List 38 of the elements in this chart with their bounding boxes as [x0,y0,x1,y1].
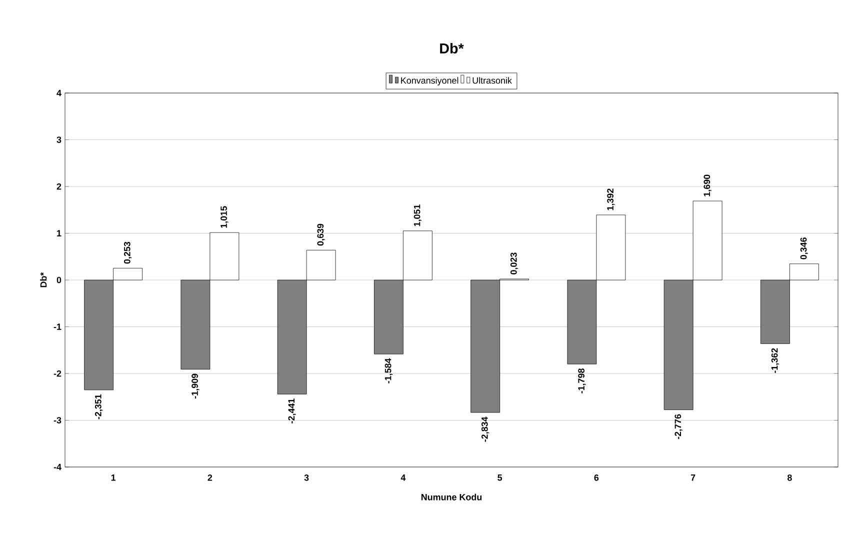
data-label: 0,639 [317,224,325,246]
x-tick-label: 6 [594,474,599,481]
y-tick-label: 2 [56,183,62,190]
y-tick-label: 0 [56,276,62,284]
data-label: 0,346 [800,238,808,260]
y-tick-label: -4 [54,464,62,470]
y-tick-label: 1 [57,230,62,236]
x-tick-label: 3 [304,474,309,481]
x-axis-title: Numune Kodu [421,494,482,500]
data-label: -2,776 [674,414,682,440]
legend-label: Konvansiyonel [401,77,458,86]
data-label: -1,362 [771,348,780,373]
y-tick-label: 4 [56,90,62,96]
data-label: 1,051 [414,204,422,226]
y-axis-title: Db* [40,272,47,288]
x-tick-label: 7 [690,474,696,481]
x-tick-label: 1 [111,474,116,481]
chart-title: Db* [440,42,464,54]
x-tick-label: 2 [208,474,212,481]
y-tick-label: 3 [56,136,62,143]
x-tick-label: 4 [400,474,406,481]
data-label: -2,441 [288,398,296,424]
legend-label: Ultrasonik [472,77,512,84]
data-label: -2,351 [94,394,103,420]
data-label: 1,392 [607,188,615,210]
data-label: 1,015 [220,206,228,228]
x-tick-label: 8 [787,474,792,481]
y-tick-label: -3 [54,417,62,424]
data-label: -1,584 [384,358,393,384]
data-label: -1,909 [192,374,200,399]
y-tick-label: -1 [54,324,62,330]
data-label: 0,023 [510,252,518,274]
data-label: -1,798 [578,368,586,394]
data-label: 0,253 [124,242,132,264]
y-tick-label: -2 [54,370,62,377]
data-label: -2,834 [481,416,490,442]
data-label: 1,690 [704,174,712,196]
x-tick-label: 5 [498,474,502,481]
